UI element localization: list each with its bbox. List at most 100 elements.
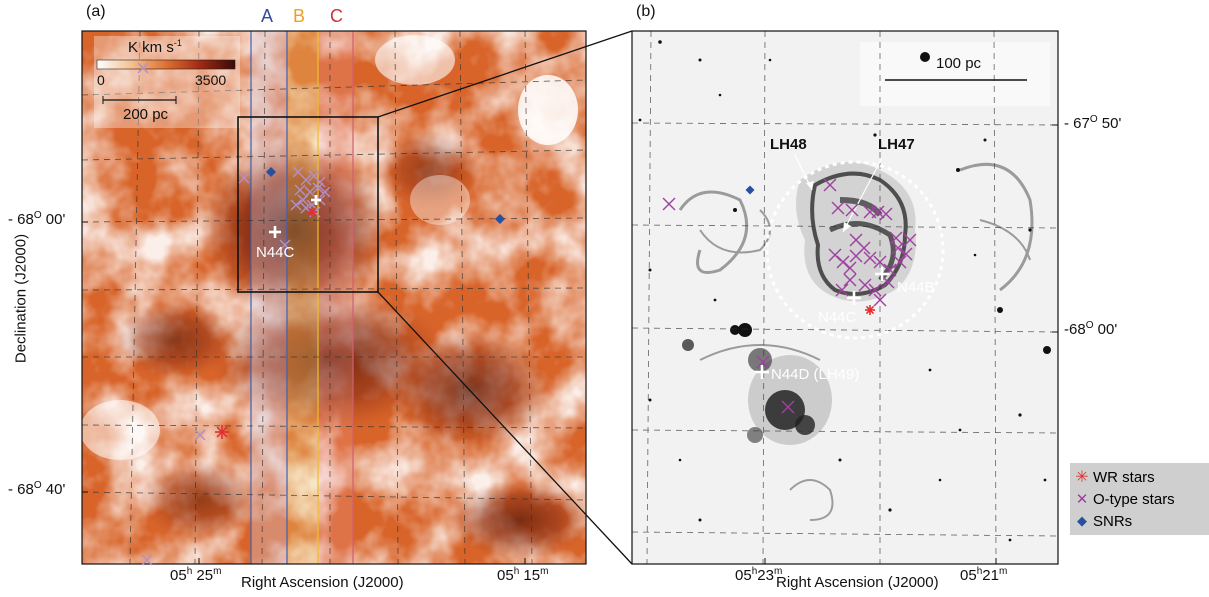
legend: ✳ WR stars ✕ O-type stars ◆ SNRs	[1074, 466, 1206, 532]
x-tick-a-1: 05h 15m	[497, 566, 548, 584]
o-star-marker-b	[863, 251, 877, 265]
strip-label-a: A	[261, 6, 274, 26]
o-star-marker-b	[871, 205, 885, 219]
o-star-marker-a	[314, 176, 326, 188]
o-star-marker-a	[297, 194, 309, 206]
annotation-n44c: N44C	[818, 309, 857, 326]
o-star-marker-b	[823, 178, 837, 192]
y-tick-a-0-deg: - 68	[8, 211, 34, 228]
x-tick-b-1: 05h21m	[960, 566, 1007, 584]
plus-marker-a	[269, 226, 281, 238]
strip-label-c: C	[330, 6, 343, 26]
snr-marker-a	[495, 214, 505, 224]
plus-marker-b	[755, 365, 769, 379]
o-star-marker-a	[319, 186, 331, 198]
o-star-marker-a	[194, 429, 206, 441]
y-tick-a-1: - 68O 40'	[8, 480, 65, 498]
cross-icon: ✕	[1075, 491, 1089, 508]
scalebar-a-label: 200 pc	[123, 106, 169, 123]
legend-item-o: ✕ O-type stars	[1074, 488, 1206, 510]
o-star-marker-a	[279, 239, 291, 251]
o-star-marker-b	[756, 355, 770, 369]
x-tick-a-1-hh: 05	[497, 567, 514, 584]
legend-label-wr: WR stars	[1093, 468, 1155, 486]
x-tick-a-1-m: m	[540, 566, 549, 577]
scalebar-b-label: 100 pc	[936, 55, 982, 72]
o-star-marker-a	[290, 199, 302, 211]
x-tick-a-0-h: h	[186, 566, 193, 577]
x-tick-b-1-m: m	[998, 566, 1008, 577]
plus-marker-b	[847, 291, 861, 305]
x-tick-a-0-mm: 25	[192, 567, 214, 584]
annotation-n44b: N44B	[897, 279, 935, 296]
o-star-marker-b	[843, 273, 857, 287]
legend-label-snr: SNRs	[1093, 512, 1133, 530]
x-tick-b-0-h: h	[751, 566, 758, 577]
o-star-marker-b	[903, 233, 917, 247]
x-tick-b-0: 05h23m	[735, 566, 782, 584]
o-star-marker-a	[312, 182, 324, 194]
snr-marker-a	[266, 167, 276, 177]
o-star-marker-b	[828, 248, 842, 262]
colorbar-min-label: 0	[97, 72, 105, 88]
wr-marker-b	[865, 305, 875, 315]
y-tick-b-1: -68O 00'	[1064, 320, 1117, 338]
o-star-marker-b	[858, 278, 872, 292]
o-star-marker-b	[899, 247, 913, 261]
o-star-marker-b	[889, 231, 903, 245]
region-label-n44c-a: N44C	[256, 244, 295, 261]
o-star-marker-b	[781, 400, 795, 414]
diamond-icon: ◆	[1077, 513, 1087, 528]
colorbar-unit-main: K km s	[128, 39, 174, 56]
annotation-lh47: LH47	[878, 136, 915, 153]
x-tick-b-0-m: m	[773, 566, 783, 577]
o-star-marker-b	[873, 255, 887, 269]
strip-label-b: B	[293, 6, 306, 26]
y-tick-a-1-deg: - 68	[8, 481, 34, 498]
snr-marker-b	[745, 185, 755, 195]
y-tick-b-0: - 67O 50'	[1064, 114, 1121, 132]
x-axis-label-b: Right Ascension (J2000)	[776, 574, 939, 591]
o-star-marker-a	[141, 554, 153, 566]
panel-b-label: (b)	[636, 3, 656, 20]
wr-marker-a	[307, 207, 317, 217]
o-star-marker-b	[879, 207, 893, 221]
o-star-marker-b	[881, 275, 895, 289]
annotation-lh48: LH48	[770, 136, 807, 153]
annotation-n44d: N44D (LH49)	[771, 366, 860, 383]
colorbar-unit: K km s-1	[128, 38, 182, 56]
x-tick-b-1-hh: 05	[960, 567, 977, 584]
x-tick-b-1-h: h	[976, 566, 983, 577]
x-tick-b-0-mm: 23	[757, 567, 774, 584]
x-tick-a-0-hh: 05	[170, 567, 187, 584]
x-tick-b-0-hh: 05	[735, 567, 752, 584]
wr-marker-a	[215, 425, 229, 439]
o-star-marker-b	[831, 201, 845, 215]
o-star-marker-a	[300, 174, 312, 186]
o-star-marker-b	[873, 293, 887, 307]
o-star-marker-b	[893, 255, 907, 269]
y-tick-b-0-min: 50'	[1097, 115, 1122, 132]
o-star-marker-b	[891, 241, 905, 255]
o-star-marker-b	[835, 283, 849, 297]
panel-a-label: (a)	[86, 3, 106, 20]
o-star-marker-a	[137, 62, 149, 74]
o-star-marker-a	[294, 184, 306, 196]
colorbar-max-label: 3500	[195, 72, 227, 88]
o-star-marker-a	[304, 186, 316, 198]
legend-item-wr: ✳ WR stars	[1074, 466, 1206, 488]
legend-label-o: O-type stars	[1093, 490, 1175, 508]
o-star-marker-b	[843, 261, 857, 275]
o-star-marker-b	[836, 255, 850, 269]
y-tick-a-1-sup: O	[33, 480, 42, 491]
x-tick-a-1-mm: 15	[519, 567, 541, 584]
o-star-marker-b	[849, 233, 863, 247]
x-tick-a-1-h: h	[513, 566, 520, 577]
y-tick-b-1-sup: O	[1085, 320, 1094, 331]
plus-marker-b	[875, 267, 889, 281]
y-tick-a-1-min: 40'	[41, 481, 66, 498]
o-star-marker-b	[845, 203, 859, 217]
